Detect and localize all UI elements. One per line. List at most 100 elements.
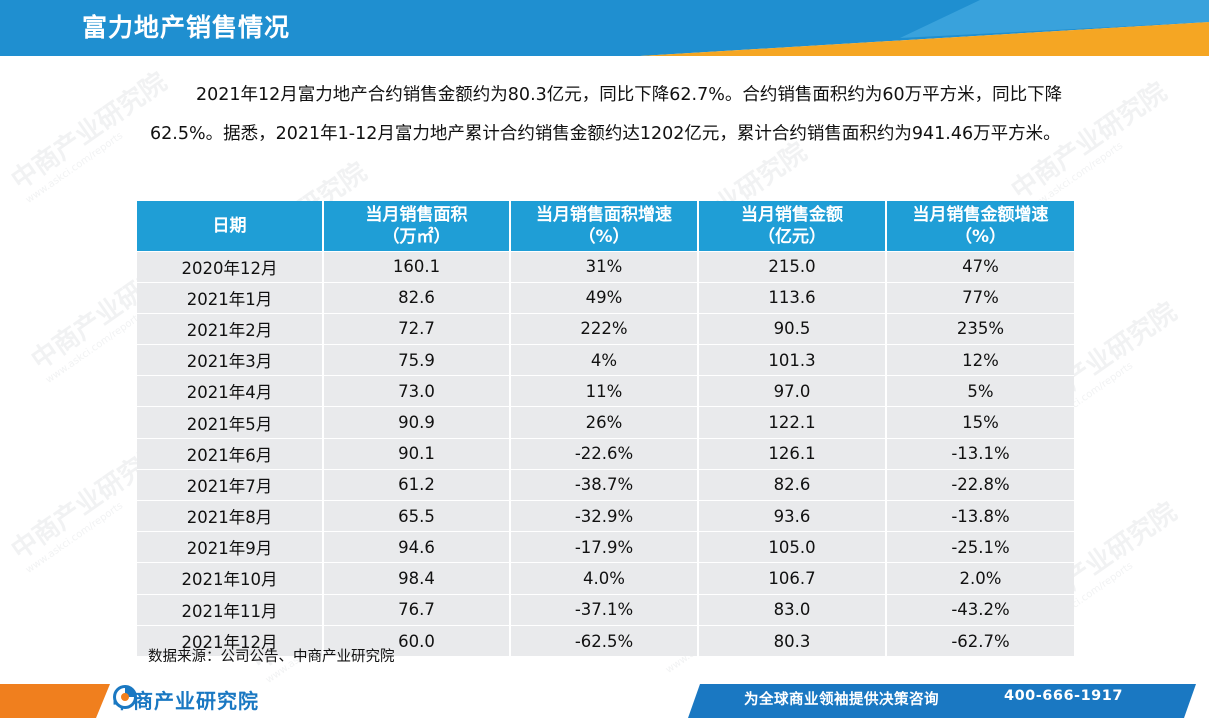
table-cell: 2021年6月 bbox=[137, 437, 324, 470]
table-cell: 2021年5月 bbox=[137, 406, 324, 439]
table-cell: 94.6 bbox=[323, 531, 511, 563]
table-cell: 73.0 bbox=[323, 375, 511, 407]
column-header-unit: （%） bbox=[954, 226, 1007, 247]
table-cell: -22.8% bbox=[886, 468, 1074, 501]
table-cell: 2021年11月 bbox=[137, 593, 324, 626]
column-header-label: 当月销售面积 bbox=[365, 204, 468, 225]
table-cell: 2.0% bbox=[886, 562, 1074, 595]
table-cell: 2021年10月 bbox=[137, 562, 324, 595]
table-cell: 90.9 bbox=[323, 406, 511, 439]
table-cell: -38.7% bbox=[510, 468, 699, 501]
table-cell: 11% bbox=[510, 375, 699, 407]
table-cell: 82.6 bbox=[323, 281, 511, 314]
table-cell: 5% bbox=[886, 375, 1074, 407]
intro-paragraph: 2021年12月富力地产合约销售金额约为80.3亿元，同比下降62.7%。合约销… bbox=[150, 85, 1063, 144]
table-cell: 83.0 bbox=[698, 593, 887, 626]
table-cell: 82.6 bbox=[698, 468, 887, 501]
column-header: 日期 bbox=[137, 201, 324, 251]
table-cell: 2021年1月 bbox=[137, 281, 324, 314]
footer-band: 中商产业研究院 为全球商业领袖提供决策咨询 400-666-1917 bbox=[0, 680, 1209, 718]
table-cell: 2021年3月 bbox=[137, 344, 324, 376]
table-cell: 235% bbox=[886, 312, 1074, 345]
table-cell: 222% bbox=[510, 312, 699, 345]
table-cell: 106.7 bbox=[698, 562, 887, 595]
table-row: 2021年9月 94.6 -17.9% 105.0 -25.1% bbox=[137, 531, 1074, 563]
table-row: 2021年11月 76.7 -37.1% 83.0 -43.2% bbox=[137, 593, 1074, 626]
table-cell: -25.1% bbox=[886, 531, 1074, 563]
table-cell: 77% bbox=[886, 281, 1074, 314]
footer-slogan: 为全球商业领袖提供决策咨询 bbox=[744, 692, 939, 708]
table-cell: -13.8% bbox=[886, 499, 1074, 532]
table-cell: 2021年2月 bbox=[137, 312, 324, 345]
column-header: 当月销售面积 （万㎡） bbox=[323, 201, 511, 251]
table-row: 2021年5月 90.9 26% 122.1 15% bbox=[137, 406, 1074, 439]
table-cell: 122.1 bbox=[698, 406, 887, 439]
table-cell: 101.3 bbox=[698, 344, 887, 376]
column-header-unit: （万㎡） bbox=[382, 226, 451, 247]
column-header-unit: （亿元） bbox=[758, 226, 826, 247]
column-header-label: 当月销售金额 bbox=[741, 204, 843, 225]
table-cell: 15% bbox=[886, 406, 1074, 439]
header-background bbox=[0, 0, 1209, 56]
table-cell: -37.1% bbox=[510, 593, 699, 626]
column-header-unit: （%） bbox=[578, 226, 630, 247]
column-header-label: 当月销售面积增速 bbox=[536, 204, 672, 225]
header-band: 富力地产销售情况 bbox=[0, 0, 1209, 56]
table-cell: 93.6 bbox=[698, 499, 887, 532]
sales-table: 日期 当月销售面积 （万㎡） 当月销售面积增速 （%） 当月销售金额 （亿元） 当月销售金额增… bbox=[137, 201, 1074, 657]
table-cell: 49% bbox=[510, 281, 699, 314]
table-cell: 90.5 bbox=[698, 312, 887, 345]
table-row: 2021年6月 90.1 -22.6% 126.1 -13.1% bbox=[137, 437, 1074, 470]
logo-mark-icon bbox=[113, 685, 137, 709]
table-cell: 47% bbox=[886, 250, 1074, 283]
table-row: 2021年8月 65.5 -32.9% 93.6 -13.8% bbox=[137, 499, 1074, 532]
data-source-note: 数据来源：公司公告、中商产业研究院 bbox=[148, 649, 395, 665]
table-cell: 4.0% bbox=[510, 562, 699, 595]
table-cell: 160.1 bbox=[323, 250, 511, 283]
table-cell: 65.5 bbox=[323, 499, 511, 532]
table-cell: 61.2 bbox=[323, 468, 511, 501]
table-cell: -62.5% bbox=[510, 624, 699, 657]
table-row: 2020年12月 160.1 31% 215.0 47% bbox=[137, 250, 1074, 283]
table-row: 2021年4月 73.0 11% 97.0 5% bbox=[137, 375, 1074, 407]
table-header: 日期 当月销售面积 （万㎡） 当月销售面积增速 （%） 当月销售金额 （亿元） 当月销售金额增… bbox=[137, 201, 1074, 251]
table-cell: -17.9% bbox=[510, 531, 699, 563]
table-row: 2021年2月 72.7 222% 90.5 235% bbox=[137, 312, 1074, 345]
table-cell: 60.0 bbox=[323, 624, 511, 657]
column-header-label: 日期 bbox=[212, 215, 247, 236]
table-cell: 2020年12月 bbox=[137, 250, 324, 283]
table-cell: -13.1% bbox=[886, 437, 1074, 470]
table-cell: 4% bbox=[510, 344, 699, 376]
table-cell: 215.0 bbox=[698, 250, 887, 283]
table-cell: 105.0 bbox=[698, 531, 887, 563]
table-cell: 80.3 bbox=[698, 624, 887, 657]
table-header-row: 日期 当月销售面积 （万㎡） 当月销售面积增速 （%） 当月销售金额 （亿元） 当月销售金额增… bbox=[137, 201, 1074, 251]
table-cell: -22.6% bbox=[510, 437, 699, 470]
column-header: 当月销售面积增速 （%） bbox=[510, 201, 699, 251]
table-cell: 2021年12月 bbox=[137, 624, 324, 657]
table-row: 2021年12月 60.0 -62.5% 80.3 -62.7% bbox=[137, 624, 1074, 657]
table-cell: -62.7% bbox=[886, 624, 1074, 657]
column-header: 当月销售金额 （亿元） bbox=[698, 201, 887, 251]
table-cell: 97.0 bbox=[698, 375, 887, 407]
table-row: 2021年3月 75.9 4% 101.3 12% bbox=[137, 344, 1074, 376]
table-row: 2021年10月 98.4 4.0% 106.7 2.0% bbox=[137, 562, 1074, 595]
table-cell: 31% bbox=[510, 250, 699, 283]
company-logo: 中商产业研究院 bbox=[112, 684, 259, 714]
column-header: 当月销售金额增速 （%） bbox=[886, 201, 1074, 251]
footer-background bbox=[0, 684, 1196, 718]
table-row: 2021年7月 61.2 -38.7% 82.6 -22.8% bbox=[137, 468, 1074, 501]
table-cell: 113.6 bbox=[698, 281, 887, 314]
table-cell: 72.7 bbox=[323, 312, 511, 345]
table-cell: 2021年9月 bbox=[137, 531, 324, 563]
table-cell: 2021年4月 bbox=[137, 375, 324, 407]
table-cell: -32.9% bbox=[510, 499, 699, 532]
table-cell: 76.7 bbox=[323, 593, 511, 626]
table-body: 2020年12月 160.1 31% 215.0 47% 2021年1月 82.6 49% 11… bbox=[137, 250, 1074, 657]
page-title: 富力地产销售情况 bbox=[82, 13, 291, 42]
table-cell: 2021年8月 bbox=[137, 499, 324, 532]
table-row: 2021年1月 82.6 49% 113.6 77% bbox=[137, 281, 1074, 314]
table-cell: 75.9 bbox=[323, 344, 511, 376]
table-cell: 98.4 bbox=[323, 562, 511, 595]
table-cell: 90.1 bbox=[323, 437, 511, 470]
